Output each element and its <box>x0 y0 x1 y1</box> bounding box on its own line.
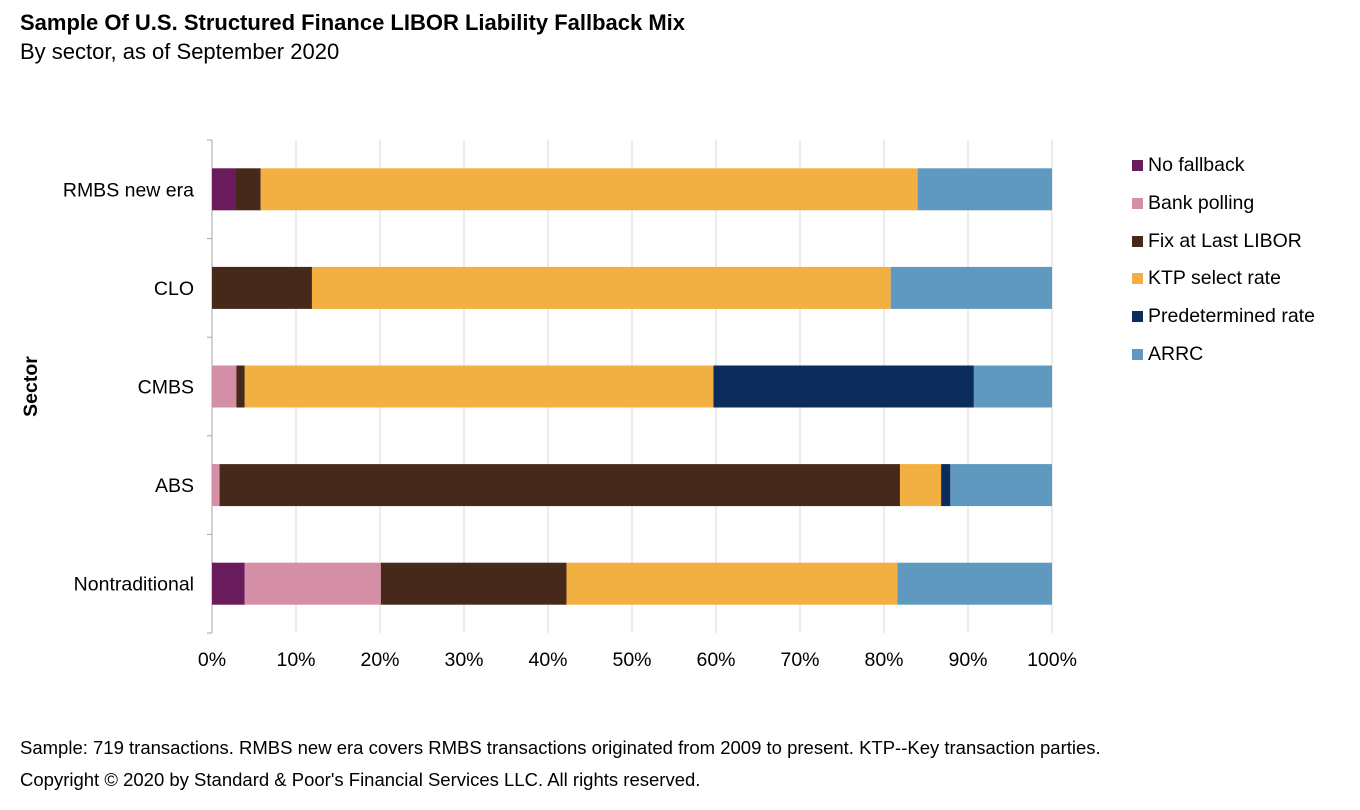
x-tick-label: 50% <box>612 649 651 671</box>
x-tick-label: 10% <box>276 649 315 671</box>
legend-label: KTP select rate <box>1148 267 1281 290</box>
legend-swatch <box>1132 311 1143 323</box>
legend-swatch <box>1132 235 1143 247</box>
bar-predetermined-rate-cmbs <box>713 365 974 408</box>
category-label: CMBS <box>138 377 194 399</box>
category-label: CLO <box>154 278 194 300</box>
category-label: ABS <box>155 475 194 497</box>
bar-arrc-rmbs-new-era <box>917 168 1052 211</box>
bar-fix-at-last-libor-abs <box>219 464 900 507</box>
legend-item-fix-at-last-libor: Fix at Last LIBOR <box>1132 222 1315 260</box>
legend-swatch <box>1132 348 1143 360</box>
bar-bank-polling-cmbs <box>212 365 237 408</box>
bar-no-fallback-rmbs-new-era <box>212 168 236 211</box>
legend-label: Bank polling <box>1148 192 1255 215</box>
bar-predetermined-rate-abs <box>941 464 951 507</box>
legend-label: Predetermined rate <box>1148 305 1315 328</box>
x-tick-label: 70% <box>780 649 819 671</box>
legend-label: No fallback <box>1148 154 1245 177</box>
legend-item-predetermined-rate: Predetermined rate <box>1132 298 1315 336</box>
x-tick-label: 0% <box>198 649 226 671</box>
bar-ktp-select-rate-abs <box>899 464 942 507</box>
x-tick-label: 30% <box>444 649 483 671</box>
chart-subtitle: By sector, as of September 2020 <box>20 39 340 64</box>
legend-swatch <box>1132 198 1143 210</box>
bar-no-fallback-nontraditional <box>212 562 245 605</box>
y-axis-title: Sector <box>20 356 42 417</box>
copyright-notice: Copyright © 2020 by Standard & Poor's Fi… <box>20 769 701 790</box>
bar-fix-at-last-libor-cmbs <box>236 365 245 408</box>
bar-arrc-abs <box>950 464 1052 507</box>
x-tick-label: 60% <box>696 649 735 671</box>
x-tick-label: 100% <box>1027 649 1077 671</box>
legend-label: ARRC <box>1148 342 1204 365</box>
bar-bank-polling-abs <box>212 464 220 507</box>
chart-legend: No fallback Bank polling Fix at Last LIBOR… <box>1132 147 1315 373</box>
x-tick-label: 20% <box>360 649 399 671</box>
bar-fix-at-last-libor-nontraditional <box>380 562 567 605</box>
bar-ktp-select-rate-clo <box>311 266 891 309</box>
legend-swatch <box>1132 160 1143 172</box>
bar-bank-polling-nontraditional <box>244 562 381 605</box>
x-tick-label: 80% <box>864 649 903 671</box>
bar-arrc-nontraditional <box>897 562 1052 605</box>
chart-title: Sample Of U.S. Structured Finance LIBOR … <box>20 10 686 35</box>
category-label: Nontraditional <box>74 574 194 596</box>
chart-plot: RMBS new era CLO CMBS ABS Nontraditional 0% 10… <box>20 139 1077 671</box>
legend-item-no-fallback: No fallback <box>1132 147 1315 185</box>
bar-arrc-clo <box>890 266 1052 309</box>
chart-note: Sample: 719 transactions. RMBS new era c… <box>20 737 1101 758</box>
legend-swatch <box>1132 273 1143 285</box>
legend-item-bank-polling: Bank polling <box>1132 185 1315 223</box>
legend-item-ktp-select-rate: KTP select rate <box>1132 260 1315 298</box>
category-label: RMBS new era <box>63 179 194 201</box>
x-tick-label: 40% <box>528 649 567 671</box>
bar-fix-at-last-libor-clo <box>212 266 312 309</box>
bar-ktp-select-rate-cmbs <box>244 365 714 408</box>
legend-label: Fix at Last LIBOR <box>1148 229 1302 252</box>
bar-ktp-select-rate-rmbs-new-era <box>260 168 918 211</box>
x-tick-label: 90% <box>948 649 987 671</box>
bar-fix-at-last-libor-rmbs-new-era <box>235 168 261 211</box>
legend-item-arrc: ARRC <box>1132 335 1315 373</box>
bar-arrc-cmbs <box>973 365 1052 408</box>
bar-ktp-select-rate-nontraditional <box>566 562 898 605</box>
